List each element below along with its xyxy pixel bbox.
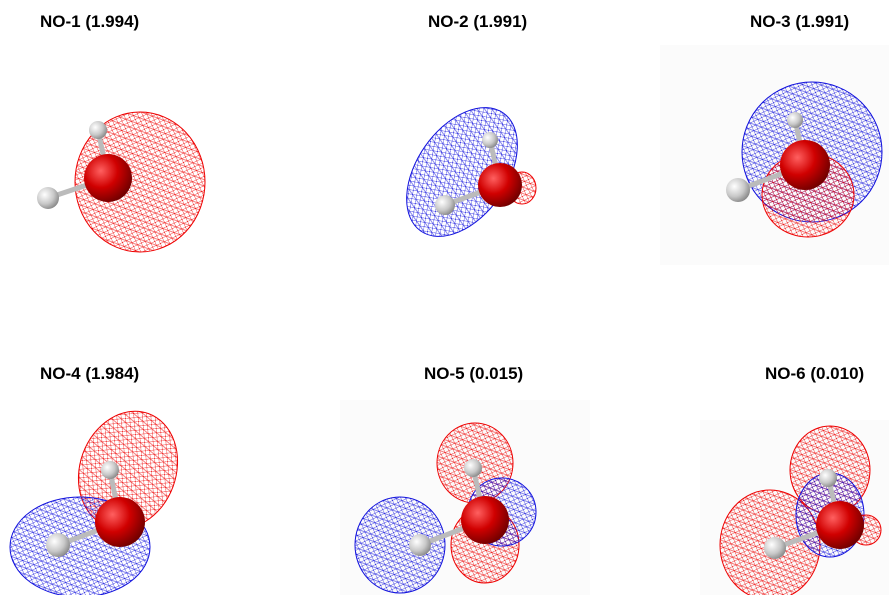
orbital-4 — [10, 397, 194, 595]
panel-label: NO-4 (1.984) — [40, 364, 139, 384]
figure: NO-1 (1.994) NO-2 (1.991) NO-3 (1.991) N… — [0, 0, 889, 595]
panel-label: NO-3 (1.991) — [750, 12, 849, 32]
orbital-2 — [384, 87, 540, 257]
orbital-drawings — [0, 0, 889, 595]
panel-label: NO-5 (0.015) — [424, 364, 523, 384]
orbital-1 — [37, 112, 205, 252]
panel-label: NO-6 (0.010) — [765, 364, 864, 384]
panel-label: NO-1 (1.994) — [40, 12, 139, 32]
panel-label: NO-2 (1.991) — [428, 12, 527, 32]
